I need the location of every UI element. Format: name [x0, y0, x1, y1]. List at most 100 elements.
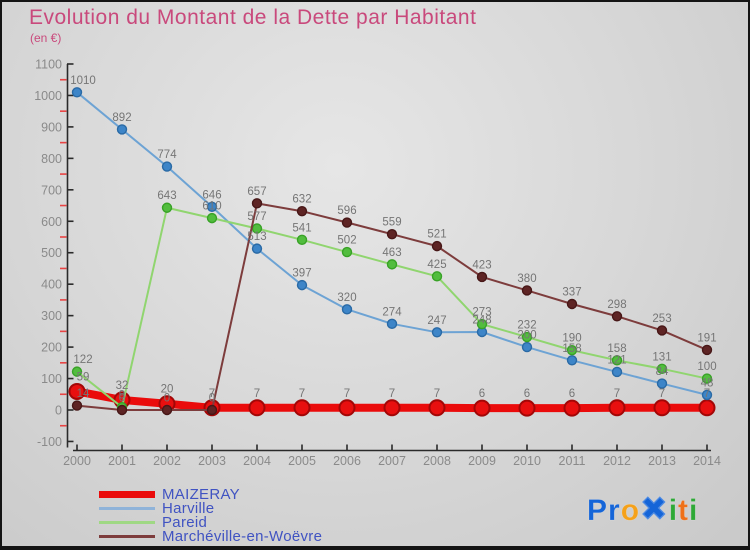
data-point-marchéville-en-woëvre	[566, 298, 578, 310]
data-point-pareid	[701, 373, 713, 384]
data-point-harville	[206, 201, 218, 213]
value-label: 7	[254, 388, 260, 400]
x-axis-tick-label: 2009	[468, 454, 496, 468]
data-point-maizeray	[563, 399, 581, 417]
value-label: 502	[337, 235, 356, 247]
value-label: 6	[479, 388, 485, 400]
data-point-pareid	[611, 355, 623, 366]
value-label: 100	[697, 361, 716, 373]
value-label: 0	[209, 393, 215, 405]
chart-subtitle: (en €)	[30, 31, 62, 45]
x-axis-tick-label: 2002	[153, 454, 181, 468]
x-axis-tick-label: 2014	[693, 454, 721, 468]
value-label: 158	[607, 343, 626, 355]
value-label: 463	[382, 247, 401, 259]
logo-letter: ✖	[640, 490, 669, 527]
value-label: 59	[77, 371, 90, 383]
data-point-marchéville-en-woëvre	[251, 198, 263, 209]
y-axis-tick-label: -100	[37, 435, 62, 449]
x-axis-tick-label: 2012	[603, 454, 631, 468]
legend-item-marchéville-en-woëvre: Marchéville-en-Woëvre	[99, 527, 323, 545]
chart-legend: MAIZERAY Harville Pareid Marchéville-en-Woë…	[99, 485, 323, 545]
value-label: 320	[337, 292, 356, 304]
x-axis-tick-label: 2007	[378, 454, 406, 468]
legend-item-maizeray: MAIZERAY	[99, 485, 322, 503]
y-axis-tick-label: 700	[41, 183, 62, 197]
legend-swatch	[99, 534, 155, 538]
y-axis-tick-label: 400	[41, 278, 62, 292]
legend-label: Pareid	[162, 513, 208, 531]
value-label: 253	[652, 313, 671, 325]
value-label: 232	[517, 320, 536, 332]
data-point-marchéville-en-woëvre	[431, 240, 443, 252]
value-label: 298	[607, 299, 626, 311]
data-point-harville	[566, 355, 578, 366]
data-point-pareid	[431, 271, 443, 282]
legend-swatch	[99, 490, 155, 498]
value-label: 84	[656, 366, 669, 378]
data-point-harville	[611, 366, 623, 378]
value-label: 158	[562, 343, 581, 355]
data-point-marchéville-en-woëvre	[656, 325, 668, 336]
value-label: 122	[73, 354, 92, 366]
value-label: 521	[427, 229, 446, 241]
value-label: 48	[701, 377, 714, 389]
data-point-marchéville-en-woëvre	[161, 404, 173, 416]
x-axis-tick-label: 2008	[423, 454, 451, 468]
value-label: 274	[382, 306, 402, 318]
data-point-marchéville-en-woëvre	[701, 344, 713, 356]
legend-swatch	[99, 506, 155, 510]
data-point-pareid	[341, 246, 353, 258]
y-axis-tick-label: 900	[41, 120, 62, 134]
value-label: 247	[427, 315, 446, 327]
x-axis-tick-label: 2000	[63, 454, 91, 468]
data-point-harville	[701, 389, 713, 401]
data-point-maizeray	[338, 399, 356, 417]
y-axis-tick-label: 800	[41, 152, 62, 166]
x-axis-tick-label: 2010	[513, 454, 541, 468]
logo-letter: P	[587, 494, 609, 528]
value-label: 596	[337, 205, 356, 217]
value-label: 6	[524, 388, 530, 400]
value-label: 423	[472, 259, 491, 271]
data-point-harville	[431, 327, 443, 338]
data-point-pareid	[206, 212, 218, 224]
y-axis-tick-label: 100	[41, 372, 62, 386]
data-point-maizeray	[68, 382, 86, 400]
value-label: 610	[202, 201, 221, 213]
value-label: 121	[607, 354, 626, 366]
data-point-pareid	[386, 259, 398, 270]
data-point-harville	[341, 304, 353, 315]
data-point-marchéville-en-woëvre	[476, 271, 488, 283]
value-label: 6	[569, 388, 575, 400]
value-label: 541	[292, 222, 311, 234]
legend-item-harville: Harville	[99, 501, 322, 516]
x-axis-tick-label: 2003	[198, 454, 226, 468]
value-label: 892	[112, 112, 131, 124]
value-label: 0	[119, 393, 125, 405]
data-point-marchéville-en-woëvre	[116, 404, 128, 416]
x-axis-tick-label: 2011	[559, 454, 586, 468]
value-label: 190	[562, 333, 581, 345]
data-point-harville	[251, 243, 263, 254]
data-point-pareid	[476, 318, 488, 330]
value-label: 632	[292, 194, 311, 206]
legend-label: MAIZERAY	[162, 485, 240, 503]
value-label: 14	[77, 388, 90, 400]
value-label: 248	[472, 314, 491, 326]
y-axis-tick-label: 600	[41, 215, 62, 229]
value-label: 646	[202, 189, 221, 201]
data-point-marchéville-en-woëvre	[206, 404, 218, 416]
value-label: 1010	[70, 75, 96, 87]
data-point-marchéville-en-woëvre	[296, 206, 308, 217]
value-label: 20	[161, 384, 174, 396]
value-label: 7	[614, 388, 620, 400]
value-label: 7	[209, 388, 215, 400]
value-label: 774	[157, 149, 177, 161]
data-point-marchéville-en-woëvre	[71, 400, 83, 411]
value-label: 7	[434, 388, 440, 400]
value-label: 200	[517, 330, 536, 342]
value-label: 657	[247, 186, 266, 198]
legend-label: Marchéville-en-Woëvre	[162, 527, 323, 545]
